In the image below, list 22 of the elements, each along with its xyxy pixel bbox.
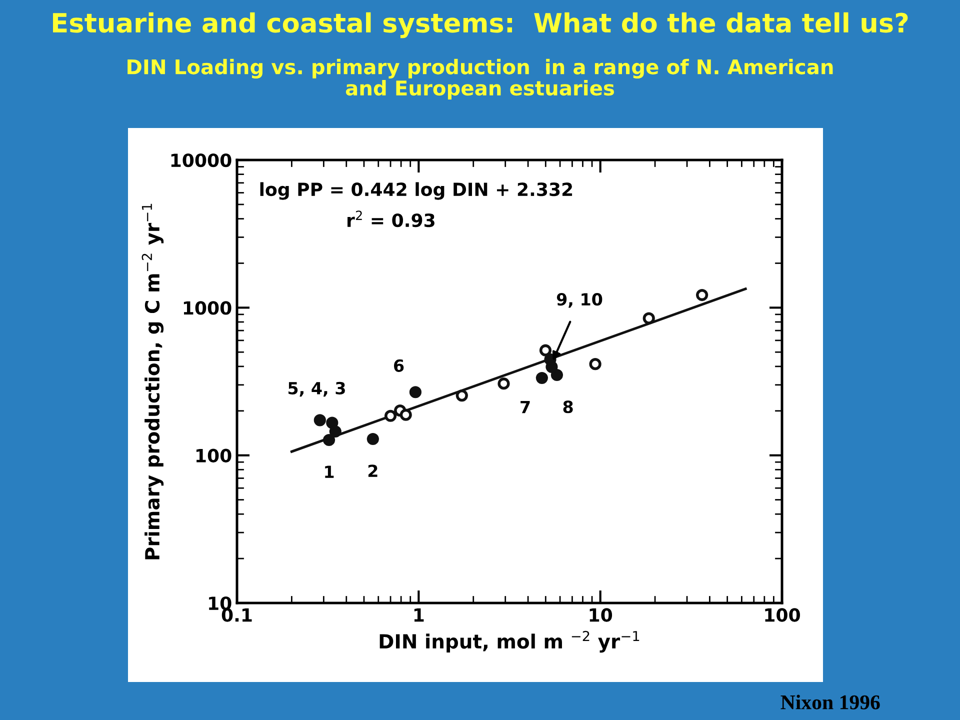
annotation: 2 — [368, 464, 378, 477]
chart-subtitle: DIN Loading vs. primary production in a range of N. American and European estuaries — [128, 58, 833, 100]
annotation: 8 — [563, 400, 573, 414]
y-tick-label: 1000 — [184, 301, 232, 315]
x-tick-label: 1 — [414, 608, 424, 622]
x-axis-title: DIN input, mol m $^{−2}$ yr$^{−1}$ — [380, 630, 640, 653]
y-tick-label: 100 — [196, 448, 232, 462]
x-tick-label: 10 — [590, 608, 612, 622]
x-tick-label: 0.1 — [222, 608, 252, 622]
annotation: 9, 10 — [556, 293, 602, 308]
annotation: 5, 4, 3 — [288, 382, 345, 397]
y-axis-title: Primary production, g C m$^{−2}$ yr$^{−1}$ — [142, 204, 164, 560]
text: Nixon 1996 — [780, 694, 880, 710]
y-tick-label: 10000 — [171, 153, 232, 168]
annotation: log PP = 0.442 log DIN + 2.332 — [260, 182, 572, 200]
annotation: r$^{2}$ = 0.93 — [348, 210, 434, 228]
annotation: 6 — [394, 359, 404, 372]
chart-title: Estuarine and coastal systems: What do the data tell us? — [53, 12, 908, 38]
annotation: 7 — [520, 400, 530, 414]
x-tick-label: 100 — [765, 608, 800, 622]
y-tick-label: 10 — [209, 596, 232, 610]
annotation: 1 — [325, 466, 334, 478]
